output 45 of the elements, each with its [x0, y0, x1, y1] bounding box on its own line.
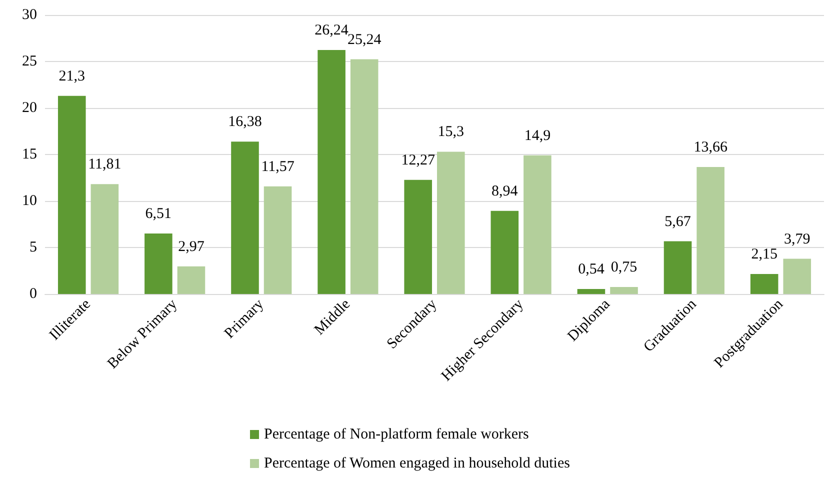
bar: [490, 210, 519, 294]
y-tick-label: 5: [30, 240, 37, 256]
bar: [58, 96, 86, 294]
data-label: 6,51: [145, 206, 172, 222]
bar: [524, 155, 552, 294]
bar: [264, 186, 292, 294]
data-label: 26,24: [314, 22, 349, 38]
bar: [783, 258, 812, 294]
y-tick-label: 0: [30, 286, 37, 302]
bar: [231, 142, 259, 294]
bar: [90, 184, 119, 294]
bar: [350, 59, 378, 294]
legend-label: Percentage of Non-platform female workers: [264, 426, 530, 442]
data-label: 5,67: [664, 214, 692, 230]
bar: [664, 241, 692, 294]
data-label: 3,79: [784, 231, 810, 248]
y-tick-label: 15: [22, 146, 37, 162]
legend-label: Percentage of Women engaged in household duties: [264, 456, 570, 472]
bar: [437, 152, 465, 294]
data-label: 0,54: [578, 261, 605, 278]
bar: [177, 266, 206, 294]
bar: [610, 287, 638, 294]
y-tick-label: 25: [22, 54, 37, 70]
data-label: 11,57: [261, 158, 295, 175]
data-label: 2,15: [751, 246, 778, 263]
bar: [696, 166, 724, 294]
data-label: 12,27: [401, 152, 436, 168]
data-label: 25,24: [347, 32, 382, 48]
data-label: 11,81: [88, 156, 122, 173]
bar: [144, 233, 172, 294]
data-label: 0,75: [610, 260, 638, 276]
y-tick-label: 10: [22, 193, 37, 209]
y-tick-label: 20: [22, 100, 37, 116]
data-label: 8,94: [492, 183, 518, 200]
data-label: 14,9: [524, 128, 551, 144]
bar: [318, 50, 346, 294]
bar: [750, 274, 778, 294]
bar: [404, 180, 432, 294]
bar: [577, 288, 606, 294]
data-label: 16,38: [228, 114, 262, 130]
data-label: 2,97: [178, 238, 205, 255]
y-tick-label: 30: [22, 7, 37, 23]
data-label: 13,66: [694, 139, 728, 156]
data-label: 21,3: [58, 68, 86, 84]
data-label: 15,3: [438, 124, 464, 140]
